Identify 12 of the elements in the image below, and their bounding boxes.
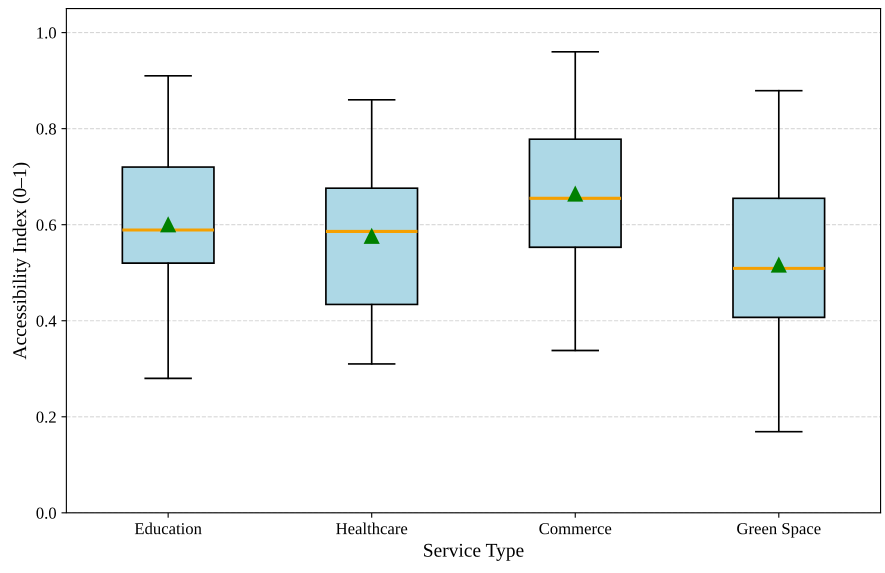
y-tick-label: 1.0 [37,27,56,39]
y-tick-label: 0.6 [36,219,56,231]
y-tick-label: 0.4 [36,315,56,327]
y-tick-label: 0.0 [36,508,56,519]
y-axis-title: Accessibility Index (0–1) [12,162,30,360]
x-tick-label: Commerce [539,523,612,534]
x-tick-label: Education [134,522,202,534]
x-tick-label: Healthcare [336,522,408,534]
y-tick-label: 0.8 [36,123,56,135]
x-tick-label: Green Space [737,523,821,538]
y-tick-label: 0.2 [36,411,56,423]
x-axis-title: Service Type [424,544,524,561]
